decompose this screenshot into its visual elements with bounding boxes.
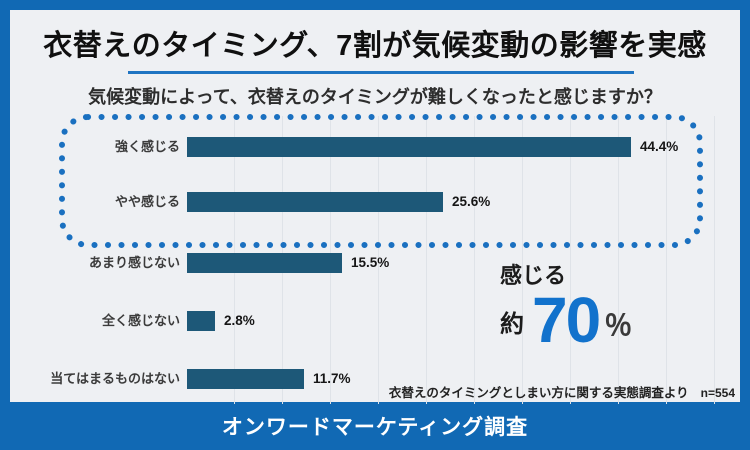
content-card: 衣替えのタイミング、7割が気候変動の影響を実感 気候変動によって、衣替えのタイミ… xyxy=(10,10,740,404)
category-label: 全く感じない xyxy=(101,313,180,328)
chart-row: あまり感じない 15.5% xyxy=(10,253,740,273)
survey-question: 気候変動によって、衣替えのタイミングが難しくなったと感じますか？ xyxy=(88,87,662,107)
bar xyxy=(187,137,631,157)
chart-row: やや感じる 25.6% xyxy=(10,192,740,212)
value-label: 11.7% xyxy=(313,371,351,386)
category-label: 当てはまるものはない xyxy=(50,371,180,386)
highlight-dotted-frame xyxy=(59,114,703,248)
bar xyxy=(187,369,304,389)
category-label: あまり感じない xyxy=(88,255,180,270)
callout-percent-sign: ％ xyxy=(604,310,633,342)
callout-value: 約 70 ％ xyxy=(500,284,633,356)
sample-size: n=554 xyxy=(700,386,735,400)
value-label: 25.6% xyxy=(452,194,491,209)
chart-row: 全く感じない 2.8% xyxy=(10,311,740,331)
value-label: 15.5% xyxy=(351,255,390,270)
page-title: 衣替えのタイミング、7割が気候変動の影響を実感 xyxy=(43,30,707,62)
category-label: 強く感じる xyxy=(114,139,180,154)
chart-row: 強く感じる 44.4% xyxy=(10,137,740,157)
source-note: 衣替えのタイミングとしまい方に関する実態調査より n=554 xyxy=(389,382,735,401)
bar xyxy=(187,192,443,212)
chart-row: 当てはまるものはない 11.7% xyxy=(10,369,740,389)
summary-callout: 感じる 約 70 ％ xyxy=(500,258,633,356)
callout-big-number: 70 xyxy=(532,284,601,356)
callout-label: 感じる xyxy=(500,263,567,288)
value-label: 44.4% xyxy=(640,139,679,154)
bar xyxy=(187,311,215,331)
value-label: 2.8% xyxy=(224,313,255,328)
category-label: やや感じる xyxy=(114,194,180,209)
source-note-text: 衣替えのタイミングとしまい方に関する実態調査より xyxy=(388,386,689,400)
callout-approx-prefix: 約 xyxy=(500,311,524,339)
bar xyxy=(187,253,342,273)
title-divider xyxy=(128,71,634,74)
footer-band: オンワードマーケティング調査 xyxy=(0,402,750,450)
footer-label: オンワードマーケティング調査 xyxy=(221,416,529,439)
